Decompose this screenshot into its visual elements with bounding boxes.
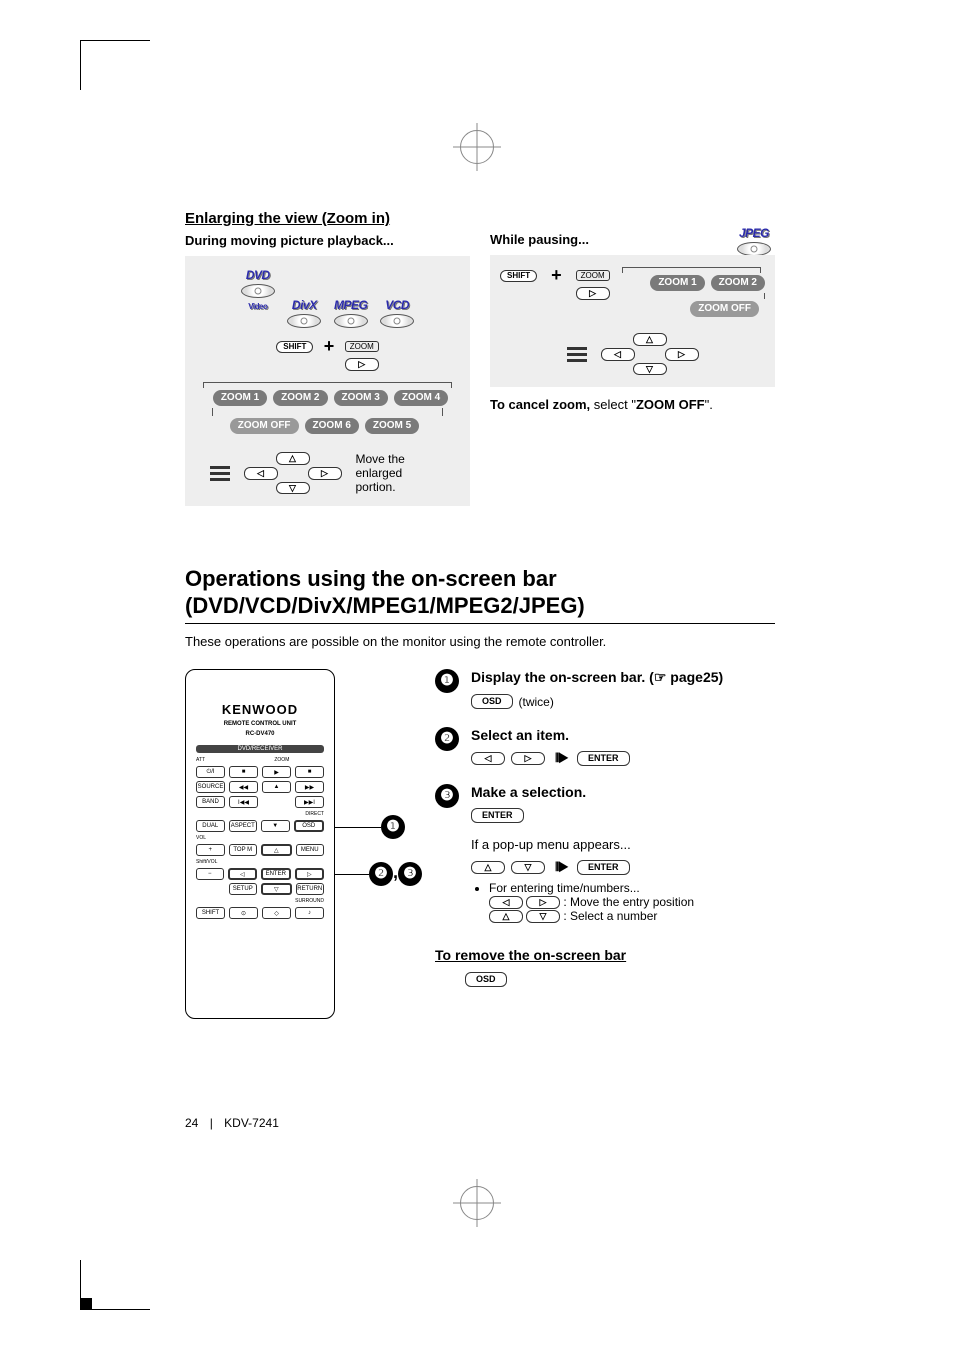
zoom4-pill: ZOOM 4 <box>394 390 448 406</box>
step3-title: Make a selection. <box>471 784 775 800</box>
remove-bar-heading: To remove the on-screen bar <box>435 947 775 963</box>
zoom6-pill: ZOOM 6 <box>305 418 359 434</box>
onscreen-bar-body: KENWOOD REMOTE CONTROL UNIT RC-DV470 DVD… <box>185 669 775 1019</box>
remote-model1: REMOTE CONTROL UNIT <box>196 721 324 727</box>
zoom1-pill-r: ZOOM 1 <box>650 275 704 291</box>
zoom-heading: Enlarging the view (Zoom in) <box>185 210 470 227</box>
crop-mark-bl <box>80 1260 150 1310</box>
zoom-left-sub: During moving picture playback... <box>185 233 470 248</box>
zoom1-pill: ZOOM 1 <box>213 390 267 406</box>
crop-mark-tl <box>80 40 150 90</box>
osd-button[interactable]: OSD <box>471 694 513 709</box>
zoom-section: Enlarging the view (Zoom in) During movi… <box>185 210 775 516</box>
select-number-text: : Select a number <box>560 909 657 923</box>
zoom-label-r: ZOOM <box>576 270 610 281</box>
zoom3-pill: ZOOM 3 <box>334 390 388 406</box>
remote-brand: KENWOOD <box>196 702 324 717</box>
step2-num: ❷ <box>435 727 459 751</box>
zoom-right-col: JPEG While pausing... SHIFT + ZOOM ▷ ZOO… <box>490 232 775 516</box>
remote-model2: RC-DV470 <box>196 731 324 737</box>
step-1: ❶ Display the on-screen bar. (☞ page25) … <box>435 669 775 709</box>
model-label: KDV-7241 <box>224 1116 279 1130</box>
format-vcd: VCD <box>380 296 414 326</box>
popup-text: If a pop-up menu appears... <box>471 837 775 852</box>
page-number: 24 <box>185 1116 198 1130</box>
step2-title: Select an item. <box>471 727 775 743</box>
then-arrow-icon: ⦀▶ <box>555 751 567 766</box>
zoom2-pill: ZOOM 2 <box>273 390 327 406</box>
callout-1: ❶ <box>381 815 405 839</box>
enter-button-3[interactable]: ENTER <box>577 860 630 875</box>
format-jpeg: JPEG <box>737 224 771 254</box>
callout-23: ❷,❸ <box>369 862 422 886</box>
left-arrow-button[interactable]: ◁ <box>471 752 505 765</box>
step3-num: ❸ <box>435 784 459 808</box>
twice-label: (twice) <box>519 695 554 709</box>
steps-col: ❶ Display the on-screen bar. (☞ page25) … <box>435 669 775 1019</box>
zoom-left-col: Enlarging the view (Zoom in) During movi… <box>185 210 470 516</box>
zoomoff-pill-r: ZOOM OFF <box>690 301 759 317</box>
right-arrow-button[interactable]: ▷ <box>511 752 545 765</box>
zoom5-pill: ZOOM 5 <box>365 418 419 434</box>
remote-diagram: KENWOOD REMOTE CONTROL UNIT RC-DV470 DVD… <box>185 669 335 1019</box>
onscreen-bar-intro: These operations are possible on the mon… <box>185 634 775 649</box>
dpad-left[interactable]: △ ◁▷ ▽ <box>244 450 342 496</box>
then-arrow-icon-2: ⦀▶ <box>555 860 567 875</box>
enter-button-2[interactable]: ENTER <box>471 808 524 823</box>
play-icon-button-r[interactable]: ▷ <box>576 287 610 300</box>
format-dvd: DVDVideo <box>241 266 275 314</box>
move-entry-text: : Move the entry position <box>560 895 694 909</box>
plus-icon-r: + <box>551 265 562 286</box>
cancel-zoom-text: To cancel zoom, select "ZOOM OFF". <box>490 397 775 412</box>
page-content: Enlarging the view (Zoom in) During movi… <box>185 210 775 1019</box>
format-divx: DivX <box>287 296 321 326</box>
zoom-left-box: DVDVideo DivX MPEG VCD SHIFT + ZOOM ▷ <box>185 256 470 506</box>
step1-title: Display the on-screen bar. (☞ page25) <box>471 669 775 686</box>
equals-icon-r <box>567 344 587 365</box>
down-arrow-button[interactable]: ▽ <box>511 861 545 874</box>
dpad-right[interactable]: △ ◁▷ ▽ <box>601 331 699 377</box>
zoom-label: ZOOM <box>345 341 379 352</box>
zoom-right-box: SHIFT + ZOOM ▷ ZOOM 1 ZOOM 2 ZOOM OFF <box>490 255 775 387</box>
step-3: ❸ Make a selection. ENTER If a pop-up me… <box>435 784 775 927</box>
footer-divider: | <box>210 1116 213 1130</box>
remote-col: KENWOOD REMOTE CONTROL UNIT RC-DV470 DVD… <box>185 669 415 1019</box>
enter-button[interactable]: ENTER <box>577 751 630 766</box>
equals-icon <box>210 463 230 484</box>
remove-bar-section: To remove the on-screen bar OSD <box>435 947 775 987</box>
zoom-right-sub: While pausing... <box>490 232 775 247</box>
onscreen-bar-heading: Operations using the on-screen bar (DVD/… <box>185 566 775 624</box>
move-text: Move the enlarged portion. <box>356 452 446 494</box>
step1-num: ❶ <box>435 669 459 693</box>
osd-button-remove[interactable]: OSD <box>465 972 507 987</box>
entering-numbers-bullet: For entering time/numbers... ◁▷ : Move t… <box>489 881 775 923</box>
zoomoff-pill: ZOOM OFF <box>230 418 299 434</box>
play-icon-button[interactable]: ▷ <box>345 358 379 371</box>
format-mpeg: MPEG <box>334 296 368 326</box>
registration-mark-top <box>460 130 494 164</box>
shift-button-r[interactable]: SHIFT <box>500 270 537 282</box>
remote-bar: DVD/RECEIVER <box>196 745 324 753</box>
zoom2-pill-r: ZOOM 2 <box>711 275 765 291</box>
step-2: ❷ Select an item. ◁ ▷ ⦀▶ ENTER <box>435 727 775 766</box>
plus-icon: + <box>324 336 335 356</box>
up-arrow-button[interactable]: △ <box>471 861 505 874</box>
shift-button[interactable]: SHIFT <box>276 341 313 353</box>
registration-mark-bottom <box>460 1186 494 1220</box>
page-footer: 24 | KDV-7241 <box>185 1116 279 1130</box>
